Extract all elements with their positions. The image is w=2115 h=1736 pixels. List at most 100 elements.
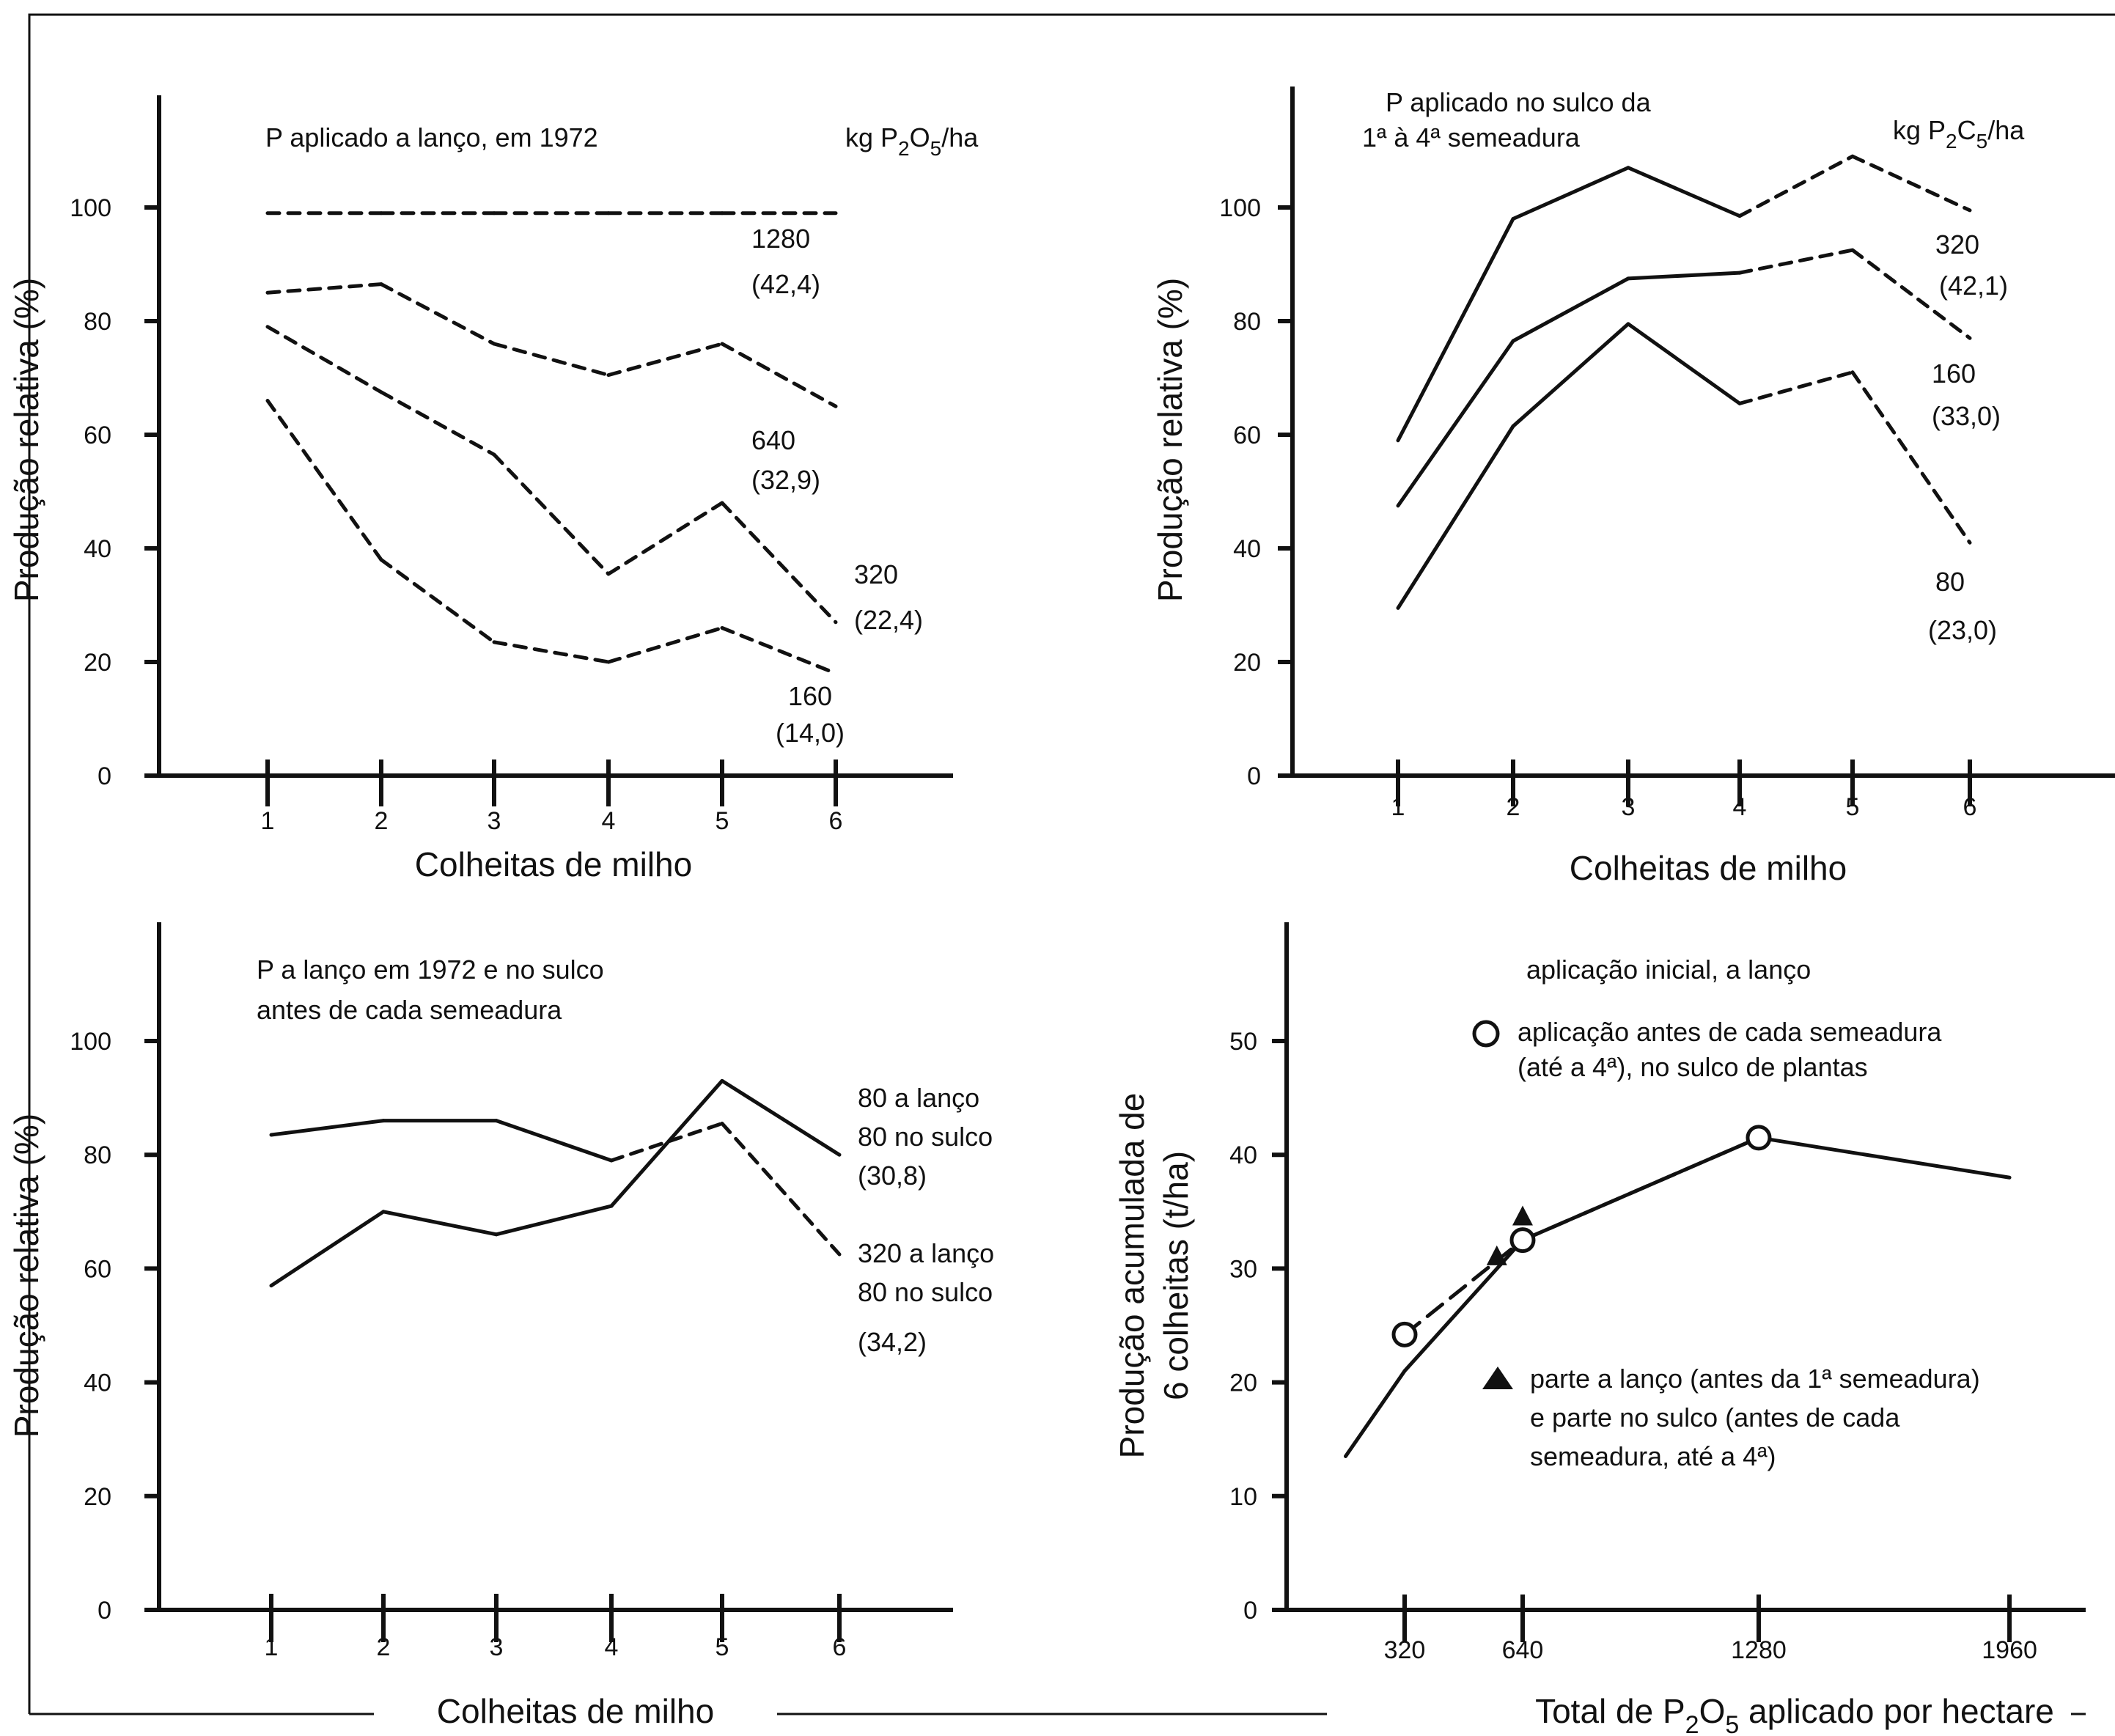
series-b-0-note: (42,1) bbox=[1939, 271, 2008, 301]
panel-a-y-tick-label: 60 bbox=[84, 422, 111, 449]
series-a-2-segment bbox=[720, 501, 838, 625]
panel-c-annotation-line-2: antes de cada semeadura bbox=[257, 995, 562, 1025]
series-a-1-segment bbox=[720, 342, 838, 408]
panel-d-x-axis-label: Total de P2O5 aplicado por hectare bbox=[1535, 1692, 2054, 1736]
series-a-2-note: (22,4) bbox=[854, 605, 923, 635]
series-d-1-segment bbox=[1402, 1238, 1525, 1336]
series-c-1-segment bbox=[609, 1122, 724, 1163]
panel-c-x-tick-label: 1 bbox=[265, 1633, 279, 1661]
panel-b-y-tick-label: 60 bbox=[1233, 422, 1261, 449]
series-d-0-segment bbox=[1757, 1136, 2012, 1180]
series-b-1-name: 160 bbox=[1932, 358, 1976, 389]
series-b-0-segment bbox=[1737, 154, 1855, 218]
panel-c-y-tick-label: 60 bbox=[84, 1255, 111, 1283]
panel-b-y-axis-label: Produção relativa (%) bbox=[1151, 278, 1189, 602]
series-a-2-segment bbox=[606, 501, 724, 576]
panel-b-x-tick-label: 1 bbox=[1391, 793, 1405, 821]
series-b-0-segment bbox=[1511, 166, 1630, 221]
series-c-0-label: 80 no sulco bbox=[858, 1122, 993, 1152]
series-d-1-circle-point bbox=[1509, 1227, 1536, 1254]
series-a-1-note: (32,9) bbox=[751, 465, 820, 495]
panel-d-x-tick-label: 1960 bbox=[1982, 1636, 2037, 1664]
series-b-1-segment bbox=[1511, 276, 1630, 343]
panel-b-x-tick-label: 4 bbox=[1733, 793, 1747, 821]
series-a-1-segment bbox=[379, 282, 496, 346]
panel-a-x-axis-label: Colheitas de milho bbox=[415, 845, 692, 883]
series-b-1-segment bbox=[1626, 271, 1742, 281]
panel-c-x-tick-label: 3 bbox=[490, 1633, 504, 1661]
series-c-0-segment bbox=[494, 1204, 614, 1237]
series-a-1-segment bbox=[606, 342, 724, 378]
legend-triangle-marker bbox=[1482, 1367, 1513, 1389]
series-a-3-segment bbox=[265, 399, 383, 562]
series-a-3-segment bbox=[606, 626, 724, 664]
series-b-2-segment bbox=[1626, 322, 1742, 405]
panel-a-y-tick-label: 80 bbox=[84, 308, 111, 336]
panel-c-y-tick-label: 0 bbox=[98, 1597, 111, 1625]
series-c-1-segment bbox=[494, 1119, 614, 1163]
panel-a-x-tick-label: 2 bbox=[375, 807, 389, 835]
panel-c-x-tick-label: 4 bbox=[605, 1633, 619, 1661]
series-a-2-name: 320 bbox=[854, 559, 898, 589]
panel-a-y-tick-label: 20 bbox=[84, 649, 111, 677]
series-a-3-note: (14,0) bbox=[776, 718, 845, 748]
panel-c-y-axis-label: Produção relativa (%) bbox=[7, 1114, 45, 1438]
series-d-2-triangle-point bbox=[1486, 1245, 1507, 1265]
legend-circle-marker bbox=[1472, 1020, 1500, 1048]
series-b-1-segment bbox=[1737, 248, 1855, 275]
series-c-1-segment bbox=[269, 1119, 386, 1137]
panel-b-y-tick-label: 100 bbox=[1219, 194, 1261, 222]
panel-c-y-tick-label: 40 bbox=[84, 1369, 111, 1397]
series-d-1-segment bbox=[1520, 1136, 1761, 1243]
series-b-0-segment bbox=[1396, 217, 1515, 443]
panel-d-y-tick-label: 0 bbox=[1243, 1597, 1257, 1625]
series-a-2-segment bbox=[492, 452, 611, 576]
panel-a-y-tick-label: 40 bbox=[84, 535, 111, 563]
panel-c-annotation-line-1: P a lanço em 1972 e no sulco bbox=[257, 955, 604, 985]
panel-bottom-left: P a lanço em 1972 e no sulco antes de ca… bbox=[7, 955, 714, 1730]
series-b-2-note: (23,0) bbox=[1928, 615, 1997, 645]
panel-b-annotation-line-1: P aplicado no sulco da bbox=[1386, 87, 1652, 117]
panel-d-x-tick-label: 640 bbox=[1502, 1636, 1544, 1664]
series-b-2-segment bbox=[1737, 370, 1855, 405]
series-b-2-segment bbox=[1511, 322, 1630, 428]
panel-b-x-tick-label: 3 bbox=[1622, 793, 1636, 821]
panel-b-x-tick-label: 6 bbox=[1963, 793, 1977, 821]
panel-c-y-tick-label: 100 bbox=[70, 1028, 111, 1056]
panel-d-y-tick-label: 10 bbox=[1229, 1483, 1257, 1511]
series-c-0-label: 80 a lanço bbox=[858, 1083, 979, 1113]
series-c-1-label: 320 a lanço bbox=[858, 1238, 994, 1268]
series-a-2-segment bbox=[265, 325, 383, 394]
panel-d-x-tick-label: 1280 bbox=[1731, 1636, 1787, 1664]
panel-d-x-tick-label: 320 bbox=[1384, 1636, 1426, 1664]
series-a-2-segment bbox=[379, 390, 496, 457]
panel-c-x-tick-label: 6 bbox=[833, 1633, 847, 1661]
legend-circle-line-1: aplicação antes de cada semeadura bbox=[1518, 1017, 1942, 1047]
series-a-1-name: 640 bbox=[751, 425, 795, 455]
panel-d-y-tick-label: 50 bbox=[1229, 1028, 1257, 1056]
outer-frame-top-left bbox=[28, 13, 2115, 1714]
panel-d-y-tick-label: 40 bbox=[1229, 1141, 1257, 1169]
series-b-0-segment bbox=[1850, 154, 1972, 213]
series-a-1-segment bbox=[492, 342, 611, 378]
series-b-1-segment bbox=[1396, 339, 1515, 508]
series-d-0-segment bbox=[1343, 1369, 1407, 1458]
series-c-0-segment bbox=[269, 1210, 386, 1288]
panel-b-y-tick-label: 80 bbox=[1233, 308, 1261, 336]
legend-triangle-line-1: parte a lanço (antes da 1ª semeadura) bbox=[1530, 1364, 1980, 1394]
series-a-3-segment bbox=[379, 558, 496, 644]
panel-a-y-axis-label: Produção relativa (%) bbox=[7, 278, 45, 602]
panel-d-y-tick-label: 30 bbox=[1229, 1255, 1257, 1283]
series-a-3-segment bbox=[720, 626, 838, 675]
panel-a-y-tick-label: 100 bbox=[70, 194, 111, 222]
series-d-1-circle-point bbox=[1391, 1321, 1418, 1347]
panel-c-y-tick-label: 80 bbox=[84, 1141, 111, 1169]
panel-c-y-tick-label: 20 bbox=[84, 1483, 111, 1511]
panel-b-x-axis-label: Colheitas de milho bbox=[1570, 849, 1847, 887]
series-c-1-label: (34,2) bbox=[858, 1327, 927, 1357]
panel-d-y-axis-label-line-2: 6 colheitas (t/ha) bbox=[1157, 1151, 1195, 1400]
panel-a-y-tick-label: 0 bbox=[98, 762, 111, 790]
series-b-1-segment bbox=[1850, 248, 1972, 340]
panel-b-x-tick-label: 2 bbox=[1507, 793, 1520, 821]
panel-a-x-tick-label: 5 bbox=[716, 807, 729, 835]
